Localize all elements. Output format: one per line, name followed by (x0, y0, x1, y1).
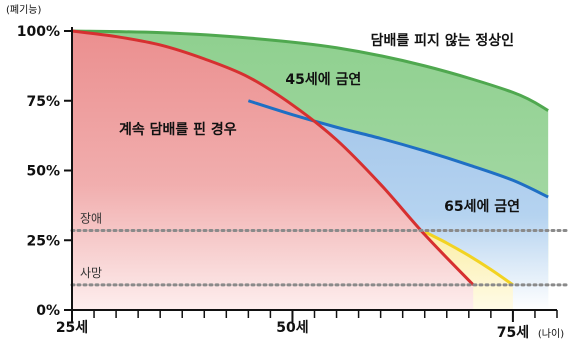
line-kept-smoking (71, 29, 475, 286)
line-never-smoked (71, 29, 549, 112)
label-quit-65: 65세에 금연 (444, 199, 520, 215)
reference-label-disability: 장애 (80, 211, 102, 225)
reference-label-death: 사망 (80, 266, 102, 280)
y-tick-label: 0% (36, 303, 60, 319)
line-quit-65 (424, 230, 514, 287)
y-tick-label: 25% (26, 233, 60, 249)
y-tick-label: 75% (26, 94, 60, 110)
label-kept-smoking: 계속 담배를 핀 경우 (119, 121, 237, 138)
line-quit-45 (247, 99, 549, 199)
y-tick-label: 100% (17, 24, 60, 40)
label-quit-45: 45세에 금연 (285, 72, 361, 88)
x-tick-label: 25세 (56, 320, 88, 336)
x-tick-label: 50세 (276, 320, 308, 336)
area-kept-smoking (72, 31, 474, 310)
x-tick-label: 75세 (497, 325, 529, 341)
y-tick-label: 50% (26, 164, 60, 180)
x-axis-unit-label: (나이) (538, 328, 564, 340)
y-axis-unit-label: (폐기능) (6, 4, 42, 16)
label-never-smoked: 담배를 피지 않는 정상인 (371, 32, 514, 49)
